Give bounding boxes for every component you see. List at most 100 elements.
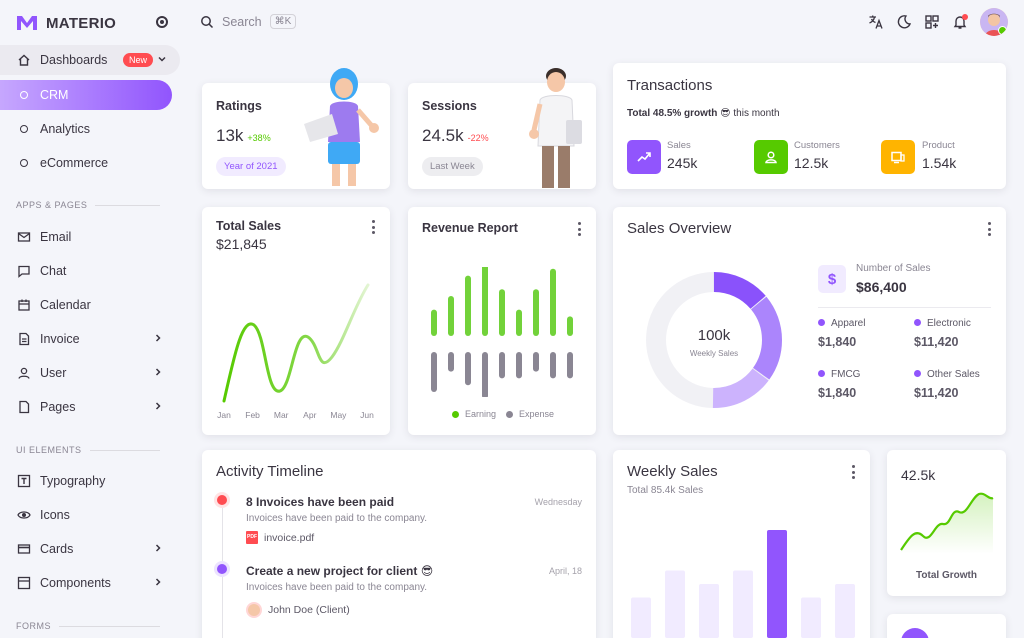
donut-center-label: Weekly Sales: [689, 349, 739, 358]
overview-value: $1,840: [818, 386, 857, 400]
search-icon: [201, 15, 214, 28]
typography-icon: [16, 473, 32, 489]
growth-emoji: 😎: [720, 108, 731, 119]
timeline-dot: [217, 495, 227, 505]
brand[interactable]: MATERIO: [16, 12, 116, 34]
tx-product-label: Product: [922, 140, 955, 151]
grid-icon[interactable]: [918, 8, 946, 36]
expense-label: Expense: [519, 409, 555, 419]
timeline-dot: [217, 564, 227, 574]
sidebar-item-chat[interactable]: Chat: [0, 256, 172, 286]
more-vertical-icon[interactable]: [988, 222, 992, 236]
overview-value: $11,420: [914, 335, 959, 349]
sidebar-item-calendar[interactable]: Calendar: [0, 290, 172, 320]
activity-timeline-card: Activity Timeline 8 Invoices have been p…: [202, 450, 596, 638]
sessions-change: -22%: [467, 133, 489, 143]
revenue-bar-chart: [431, 267, 573, 397]
circle-icon: [20, 91, 28, 99]
overview-label: Electronic: [927, 318, 971, 329]
sidebar-item-email[interactable]: Email: [0, 222, 172, 252]
sessions-chip: Last Week: [422, 157, 483, 176]
sessions-value: 24.5k: [422, 126, 464, 145]
product-device-icon: [881, 140, 915, 174]
sidebar-item-components[interactable]: Components: [0, 568, 172, 598]
timeline-client[interactable]: John Doe (Client): [246, 602, 350, 618]
sidebar-item-crm[interactable]: CRM: [0, 80, 172, 110]
man-illustration: [529, 68, 582, 188]
home-icon: [16, 52, 32, 68]
sidebar-item-label: Email: [40, 230, 72, 244]
total-growth-card: 42.5k Total Growth: [887, 450, 1006, 596]
overview-value: $1,840: [818, 335, 857, 349]
growth-rest: this month: [733, 108, 780, 119]
chevron-right-icon: [152, 576, 164, 591]
weekly-bar: [767, 530, 787, 638]
growth-line-chart: [900, 492, 994, 554]
overview-label: FMCG: [831, 369, 861, 380]
chat-icon: [16, 263, 32, 279]
chevron-down-icon: [156, 53, 168, 68]
overview-value: $11,420: [914, 386, 959, 400]
x-tick-label: Feb: [245, 410, 260, 420]
sidebar-item-icons[interactable]: Icons: [0, 500, 172, 530]
sales-overview-card: Sales Overview 100k Weekly Sales $ Numbe…: [613, 207, 1006, 435]
expense-dot: [506, 410, 514, 418]
translate-icon[interactable]: [862, 8, 890, 36]
search-bar[interactable]: Search ⌘K: [200, 14, 297, 29]
ratings-card: Ratings 13k +38% Year of 2021: [202, 83, 390, 189]
sales-overview-title: Sales Overview: [627, 220, 732, 237]
transactions-growth: Total 48.5% growth 😎 this month: [627, 108, 780, 119]
invoice-icon: [16, 331, 32, 347]
section-label-ui: UI ELEMENTS: [16, 445, 160, 455]
x-tick-label: Apr: [303, 410, 317, 420]
sidebar-item-label: Pages: [40, 400, 76, 414]
sidebar-item-invoice[interactable]: Invoice: [0, 324, 172, 354]
overview-label: Apparel: [831, 318, 866, 329]
more-vertical-icon[interactable]: [372, 220, 376, 234]
total-sales-value: $21,845: [216, 236, 267, 252]
circle-icon: [20, 125, 28, 133]
revenue-report-card: Revenue Report Earning Expense: [408, 207, 596, 435]
sidebar-item-pages[interactable]: Pages: [0, 392, 172, 422]
more-vertical-icon[interactable]: [852, 465, 856, 479]
circle-icon: [20, 159, 28, 167]
materio-logo-icon: [17, 16, 37, 30]
ratings-change: +38%: [247, 133, 271, 143]
weekly-sales-card: Weekly Sales Total 85.4k Sales: [613, 450, 870, 638]
transactions-card: Transactions Total 48.5% growth 😎 this m…: [613, 63, 1006, 189]
dollar-icon: $: [818, 265, 846, 293]
number-of-sales-label: Number of Sales: [856, 263, 931, 274]
timeline-item-desc: Invoices have been paid to the company.: [246, 582, 428, 593]
growth-value: 42.5k: [901, 467, 936, 483]
sales-trend-icon: [627, 140, 661, 174]
brand-name: MATERIO: [46, 14, 117, 32]
pdf-icon: PDF: [246, 531, 258, 544]
sidebar-item-cards[interactable]: Cards: [0, 534, 172, 564]
sidebar-item-dashboards[interactable]: Dashboards New: [0, 45, 180, 75]
bell-icon[interactable]: [946, 8, 974, 36]
moon-icon[interactable]: [890, 8, 918, 36]
donut-segment: [646, 272, 782, 408]
weekly-bar: [665, 570, 685, 638]
topbar-actions: [862, 8, 1008, 36]
sidebar-item-label: Dashboards: [40, 53, 108, 67]
timeline-item-title: 8 Invoices have been paid: [246, 495, 395, 509]
timeline-item-date: Wednesday: [534, 497, 582, 507]
client-avatar: [246, 602, 262, 618]
tx-product-value: 1.54k: [922, 155, 957, 171]
sidebar-item-typography[interactable]: Typography: [0, 466, 172, 496]
more-vertical-icon[interactable]: [578, 222, 582, 236]
customers-user-icon: [754, 140, 788, 174]
x-tick-label: May: [330, 410, 347, 420]
weekly-bar: [801, 597, 821, 638]
weekly-bar: [631, 597, 651, 638]
avatar[interactable]: [980, 8, 1008, 36]
chevron-right-icon: [152, 366, 164, 381]
sidebar-toggle-icon[interactable]: [156, 16, 168, 28]
sidebar-item-ecommerce[interactable]: eCommerce: [0, 148, 172, 178]
sidebar-item-analytics[interactable]: Analytics: [0, 114, 172, 144]
legend-dot: [818, 319, 825, 326]
sidebar-item-user[interactable]: User: [0, 358, 172, 388]
legend-dot: [914, 319, 921, 326]
timeline-attachment[interactable]: PDF invoice.pdf: [246, 531, 314, 544]
